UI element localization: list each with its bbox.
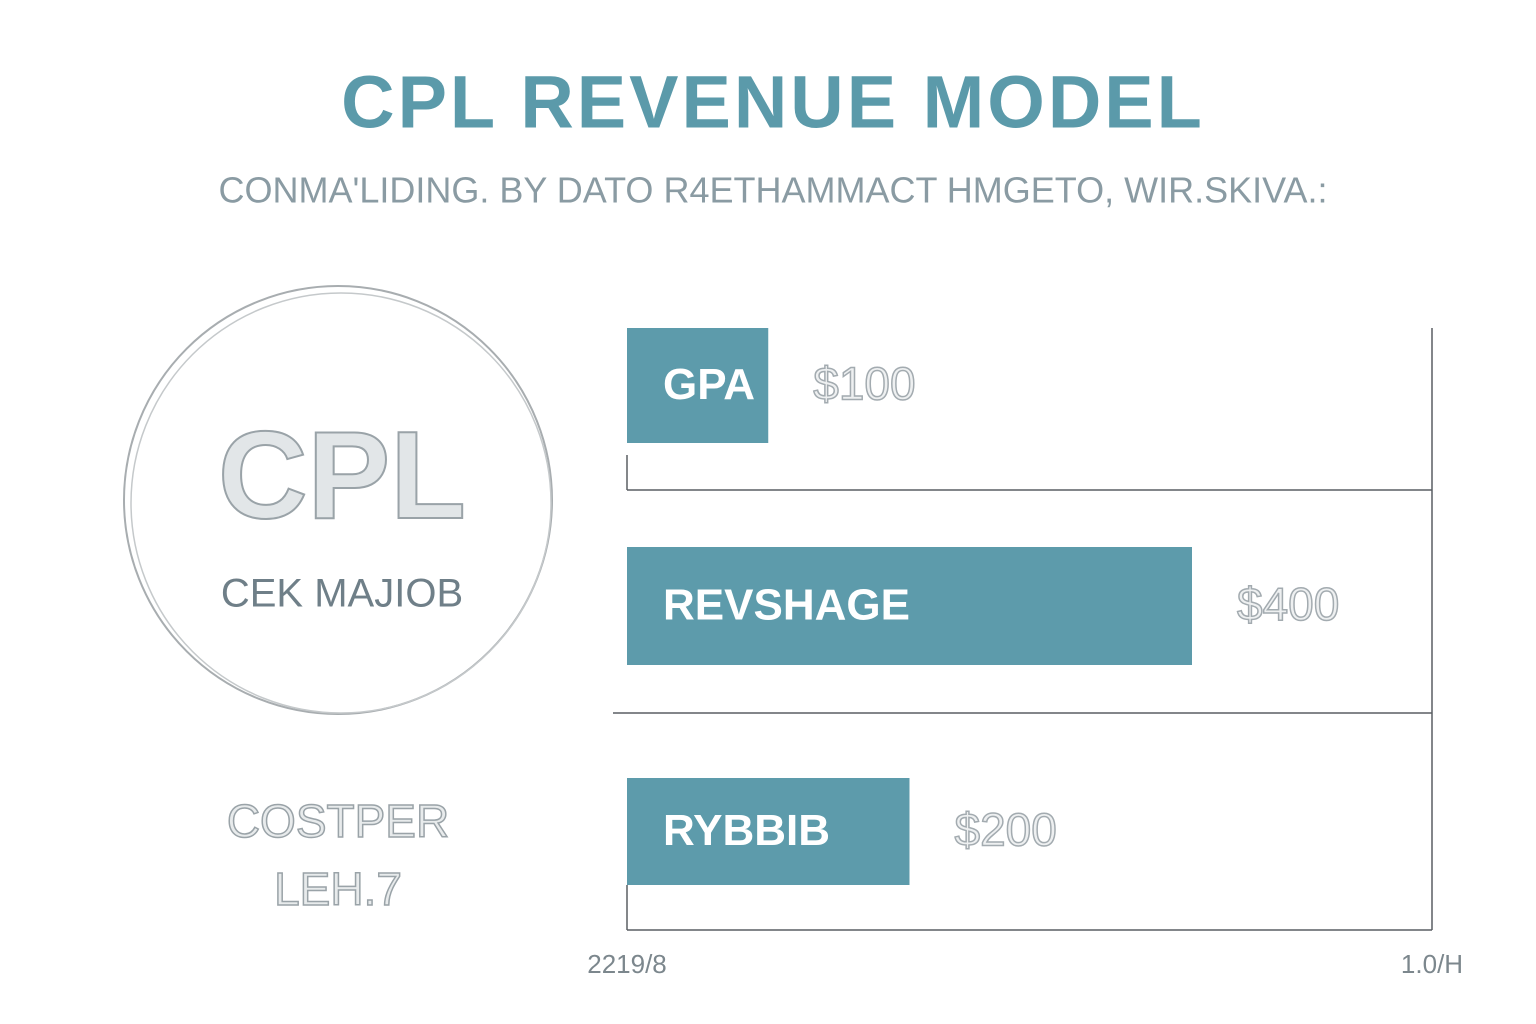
caption: COSTPER — [227, 795, 449, 847]
value-label: $100 — [813, 358, 915, 410]
value-label: $200 — [955, 804, 1057, 856]
bar — [627, 778, 910, 885]
badge-circle — [123, 285, 553, 715]
bar-category-label: REVSHAGE — [663, 581, 910, 630]
bar — [627, 328, 769, 443]
chart-subtitle: CONMA'LIDING. BY DATO R4ETHAMMACT HMGETO… — [218, 170, 1327, 211]
axis-label: 1.0/H — [1401, 949, 1463, 979]
value-label: $400 — [1237, 578, 1339, 630]
chart-title: CPL REVENUE MODEL — [341, 61, 1205, 144]
bar-category-label: RYBBIB — [663, 806, 830, 855]
bar — [627, 547, 1192, 665]
axis-label: 2219/8 — [587, 949, 667, 979]
badge-circle-inner — [130, 292, 552, 714]
badge-subtitle: CEK MAJIOB — [221, 572, 463, 616]
bar-category-label: GPA — [663, 360, 755, 409]
badge-title: CPL — [218, 407, 466, 545]
caption: LEH.7 — [274, 863, 402, 915]
